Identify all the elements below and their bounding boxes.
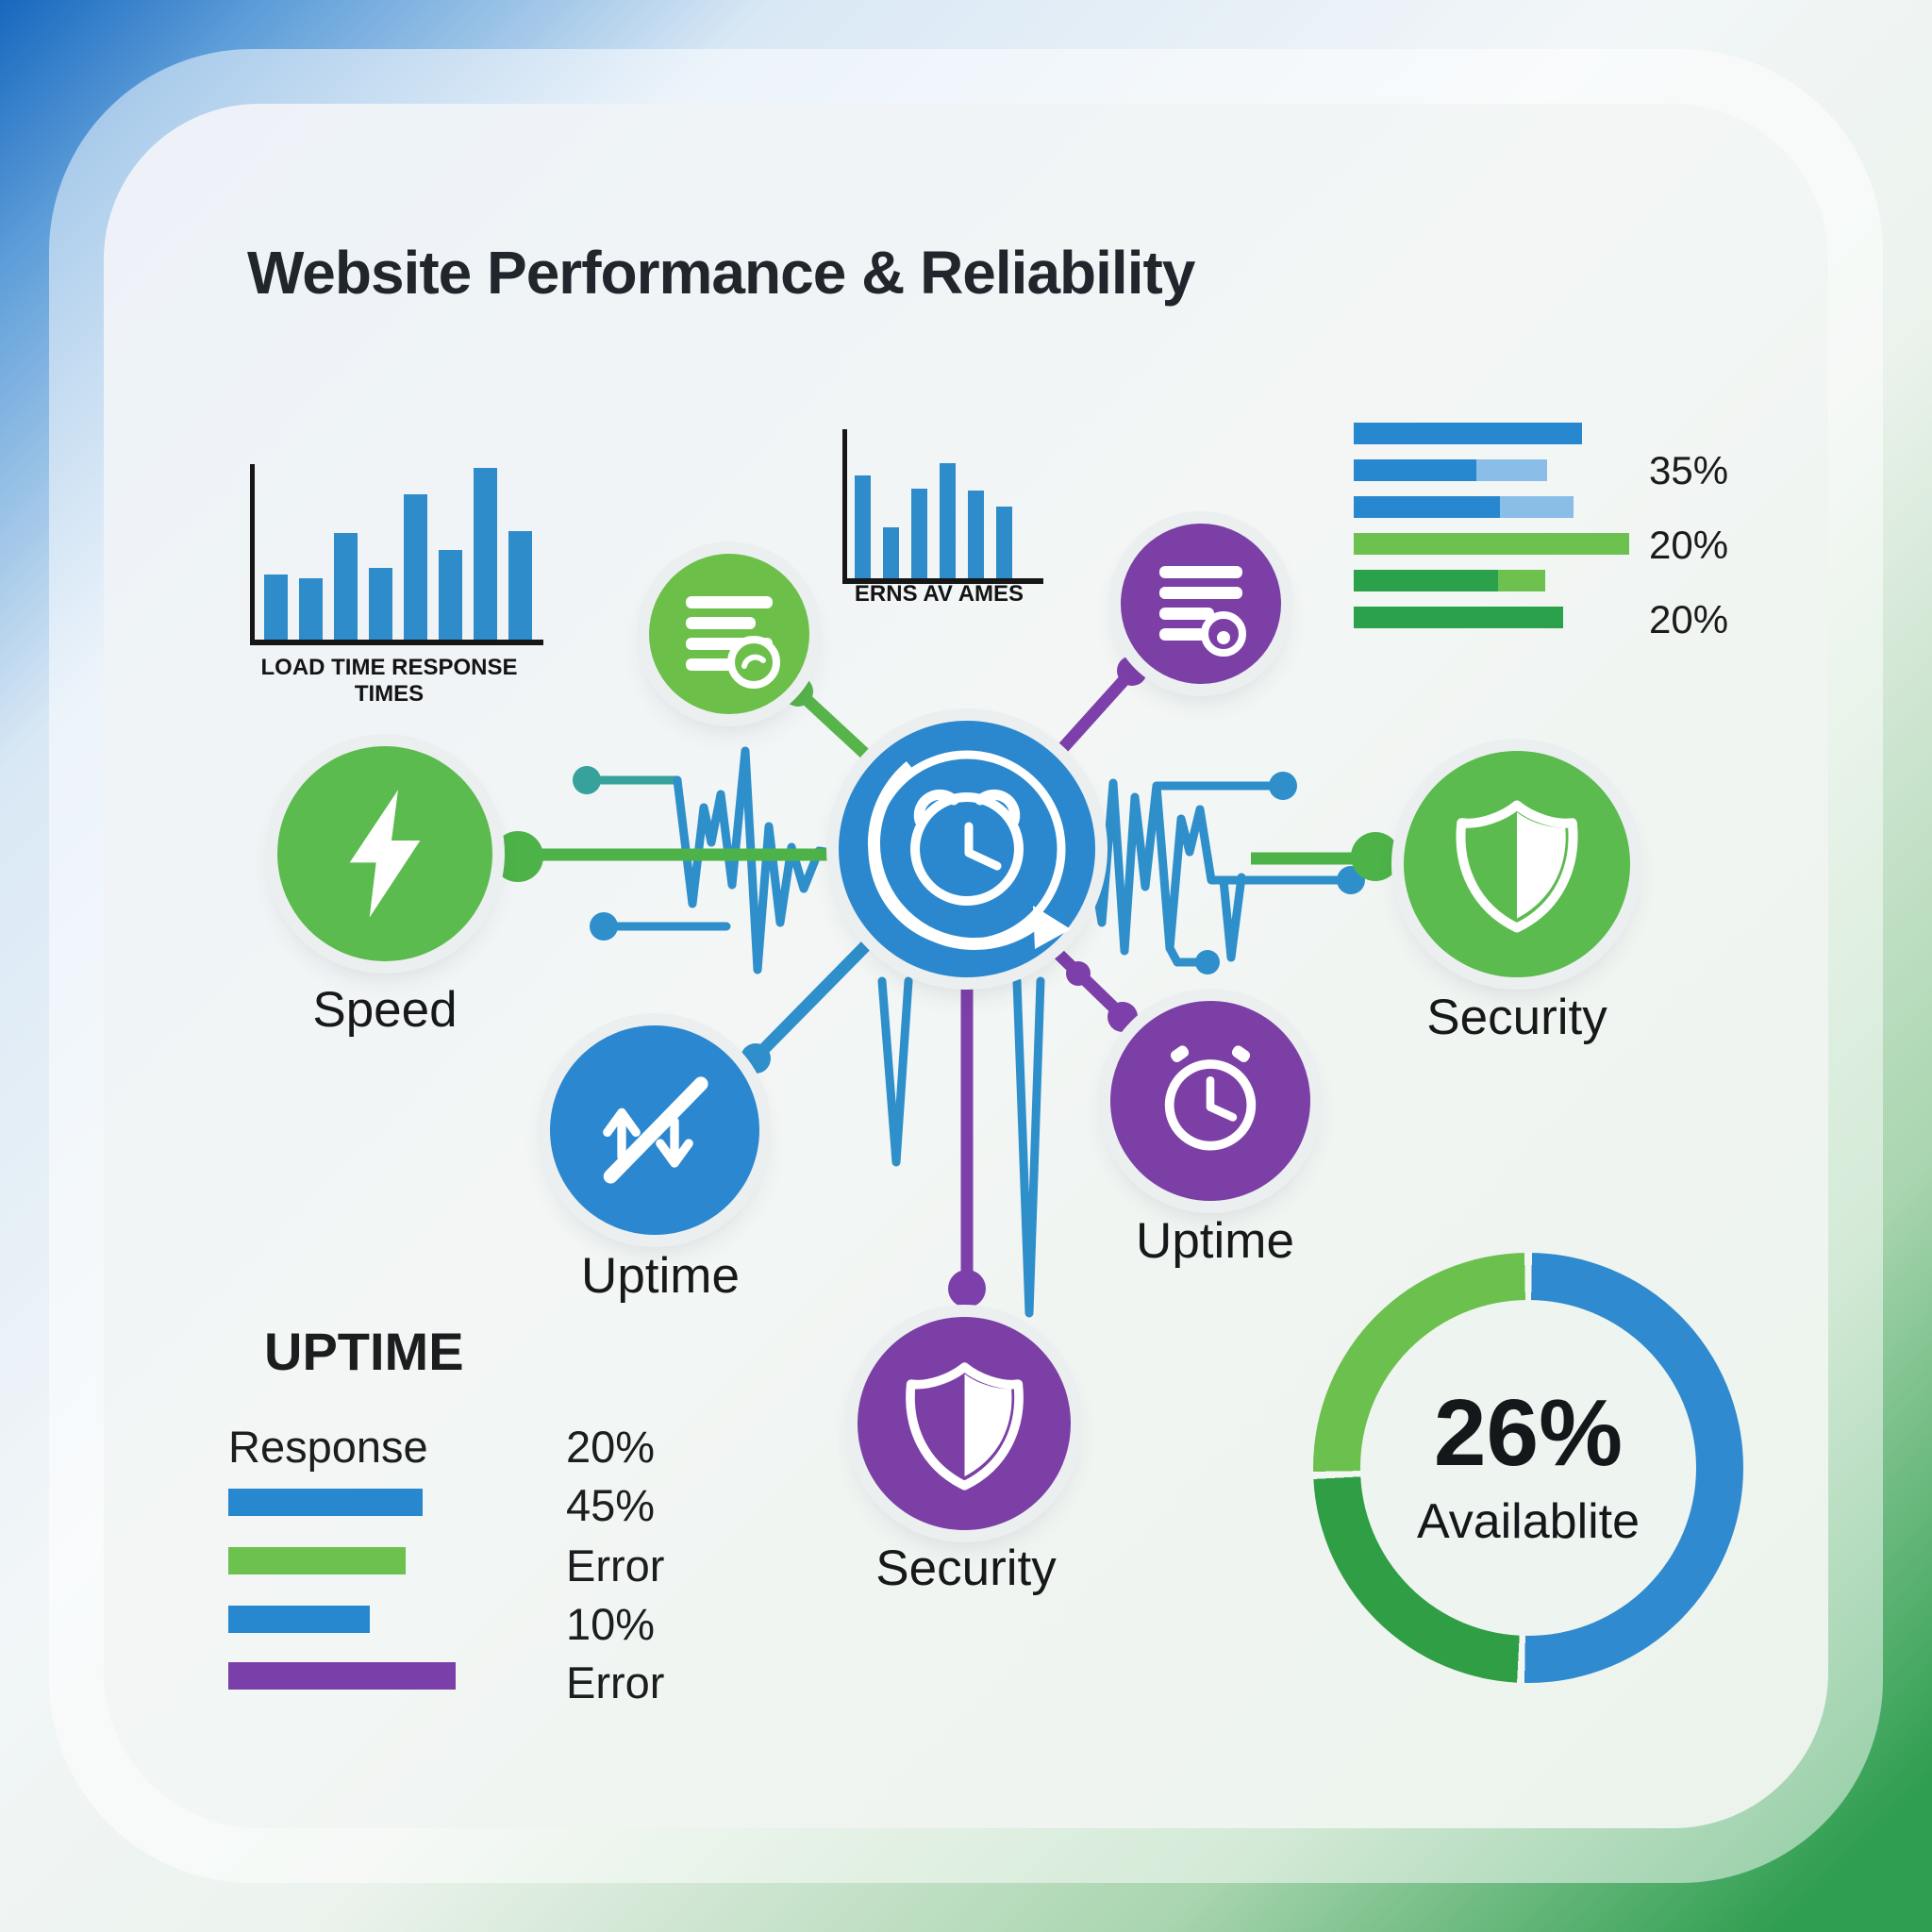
hbar-segment: [1354, 607, 1563, 628]
arrows-up-down-icon: [603, 1076, 708, 1184]
hbar-value-label: 20%: [1649, 597, 1729, 641]
server-gauge-icon: [686, 596, 780, 689]
stopwatch-icon: [1164, 1045, 1257, 1151]
uptime-blue-node: [550, 1025, 759, 1235]
bar: [508, 531, 532, 640]
hbar-segment: [1476, 459, 1547, 481]
hbar-segment: [1498, 570, 1545, 591]
server-lock-icon: [1159, 566, 1246, 657]
alarm-clock-refresh-icon: [867, 750, 1071, 950]
uptime-blue-connector: [741, 929, 882, 1074]
legend-heading: UPTIME: [264, 1322, 464, 1381]
response-time-hub-node: [839, 721, 1095, 977]
uptime-purple-node: [1110, 1001, 1310, 1201]
hbar-segment: [1354, 533, 1629, 555]
donut-center-label: Availablite: [1416, 1494, 1641, 1549]
hbar-row: [1354, 607, 1656, 628]
security-purple-node: [858, 1317, 1071, 1530]
load-time-chart-label: LOAD TIME RESPONSE TIMES: [260, 655, 518, 707]
bar: [264, 575, 288, 640]
security-purple-connector: [948, 974, 986, 1307]
server-purple-node: [1121, 524, 1281, 684]
hbar-segment: [1354, 570, 1498, 591]
security-purple-node-label: Security: [875, 1541, 1057, 1596]
hbar-segment: [1500, 496, 1574, 518]
bar: [439, 550, 462, 640]
bar: [334, 533, 358, 640]
legend-value: Error: [566, 1541, 665, 1591]
bar: [404, 494, 427, 640]
speed-node-label: Speed: [312, 982, 458, 1038]
hbar-row: [1354, 570, 1656, 591]
load-time-bar-chart: [250, 464, 543, 645]
hbar-segment: [1354, 423, 1582, 444]
hbar-row: [1354, 533, 1656, 555]
hbar-row: [1354, 459, 1656, 481]
server-green-node: [649, 554, 809, 714]
donut-center-value: 26%: [1433, 1380, 1624, 1486]
bar: [369, 568, 392, 640]
legend-bar: [228, 1489, 423, 1516]
hbar-segment: [1354, 459, 1476, 481]
bar: [968, 491, 984, 578]
shield-icon: [1456, 800, 1578, 933]
legend-bar: [228, 1606, 370, 1633]
security-green-node-label: Security: [1426, 990, 1607, 1045]
security-green-connector: [1251, 832, 1400, 881]
mini-bar-chart: [842, 429, 1043, 584]
mini-chart-label: ERNS AV AMES: [854, 581, 1024, 607]
stacked-hbar-chart: [1354, 423, 1656, 643]
legend-bar: [228, 1547, 406, 1574]
shield-icon: [905, 1361, 1024, 1491]
uptime-purple-node-label: Uptime: [1136, 1213, 1294, 1269]
waveform-endpoint-dots: [573, 766, 1365, 974]
legend-value: 20%: [566, 1422, 656, 1472]
legend-bar: [228, 1662, 456, 1690]
bar: [855, 475, 871, 578]
hbar-value-label: 20%: [1649, 523, 1729, 567]
legend-value: 10%: [566, 1599, 656, 1649]
hbar-row: [1354, 423, 1656, 444]
uptime-legend: UPTIME Response 20% 45% Error 10% Error: [228, 1321, 794, 1736]
availability-donut-chart: 26% Availablite: [1313, 1253, 1743, 1683]
page-title: Website Performance & Reliability: [247, 239, 1195, 307]
security-green-node: [1404, 751, 1630, 977]
hbar-segment: [1354, 496, 1500, 518]
speed-node: [277, 746, 492, 961]
lightning-bolt-icon: [349, 790, 421, 918]
bar: [911, 489, 927, 578]
bar: [474, 468, 497, 640]
uptime-blue-node-label: Uptime: [581, 1248, 740, 1304]
waveform-right: [1085, 778, 1352, 967]
legend-value: 45%: [566, 1480, 656, 1530]
bar: [883, 527, 899, 578]
hbar-row: [1354, 496, 1656, 518]
legend-row-label: Response: [228, 1422, 428, 1472]
speed-connector: [491, 831, 847, 882]
bar: [940, 463, 956, 578]
server-purple-connector: [1039, 656, 1147, 774]
bar: [299, 578, 323, 640]
legend-value: Error: [566, 1657, 665, 1707]
bar: [996, 507, 1012, 578]
donut-center: 26% Availablite: [1360, 1300, 1696, 1636]
hbar-value-label: 35%: [1649, 448, 1729, 492]
